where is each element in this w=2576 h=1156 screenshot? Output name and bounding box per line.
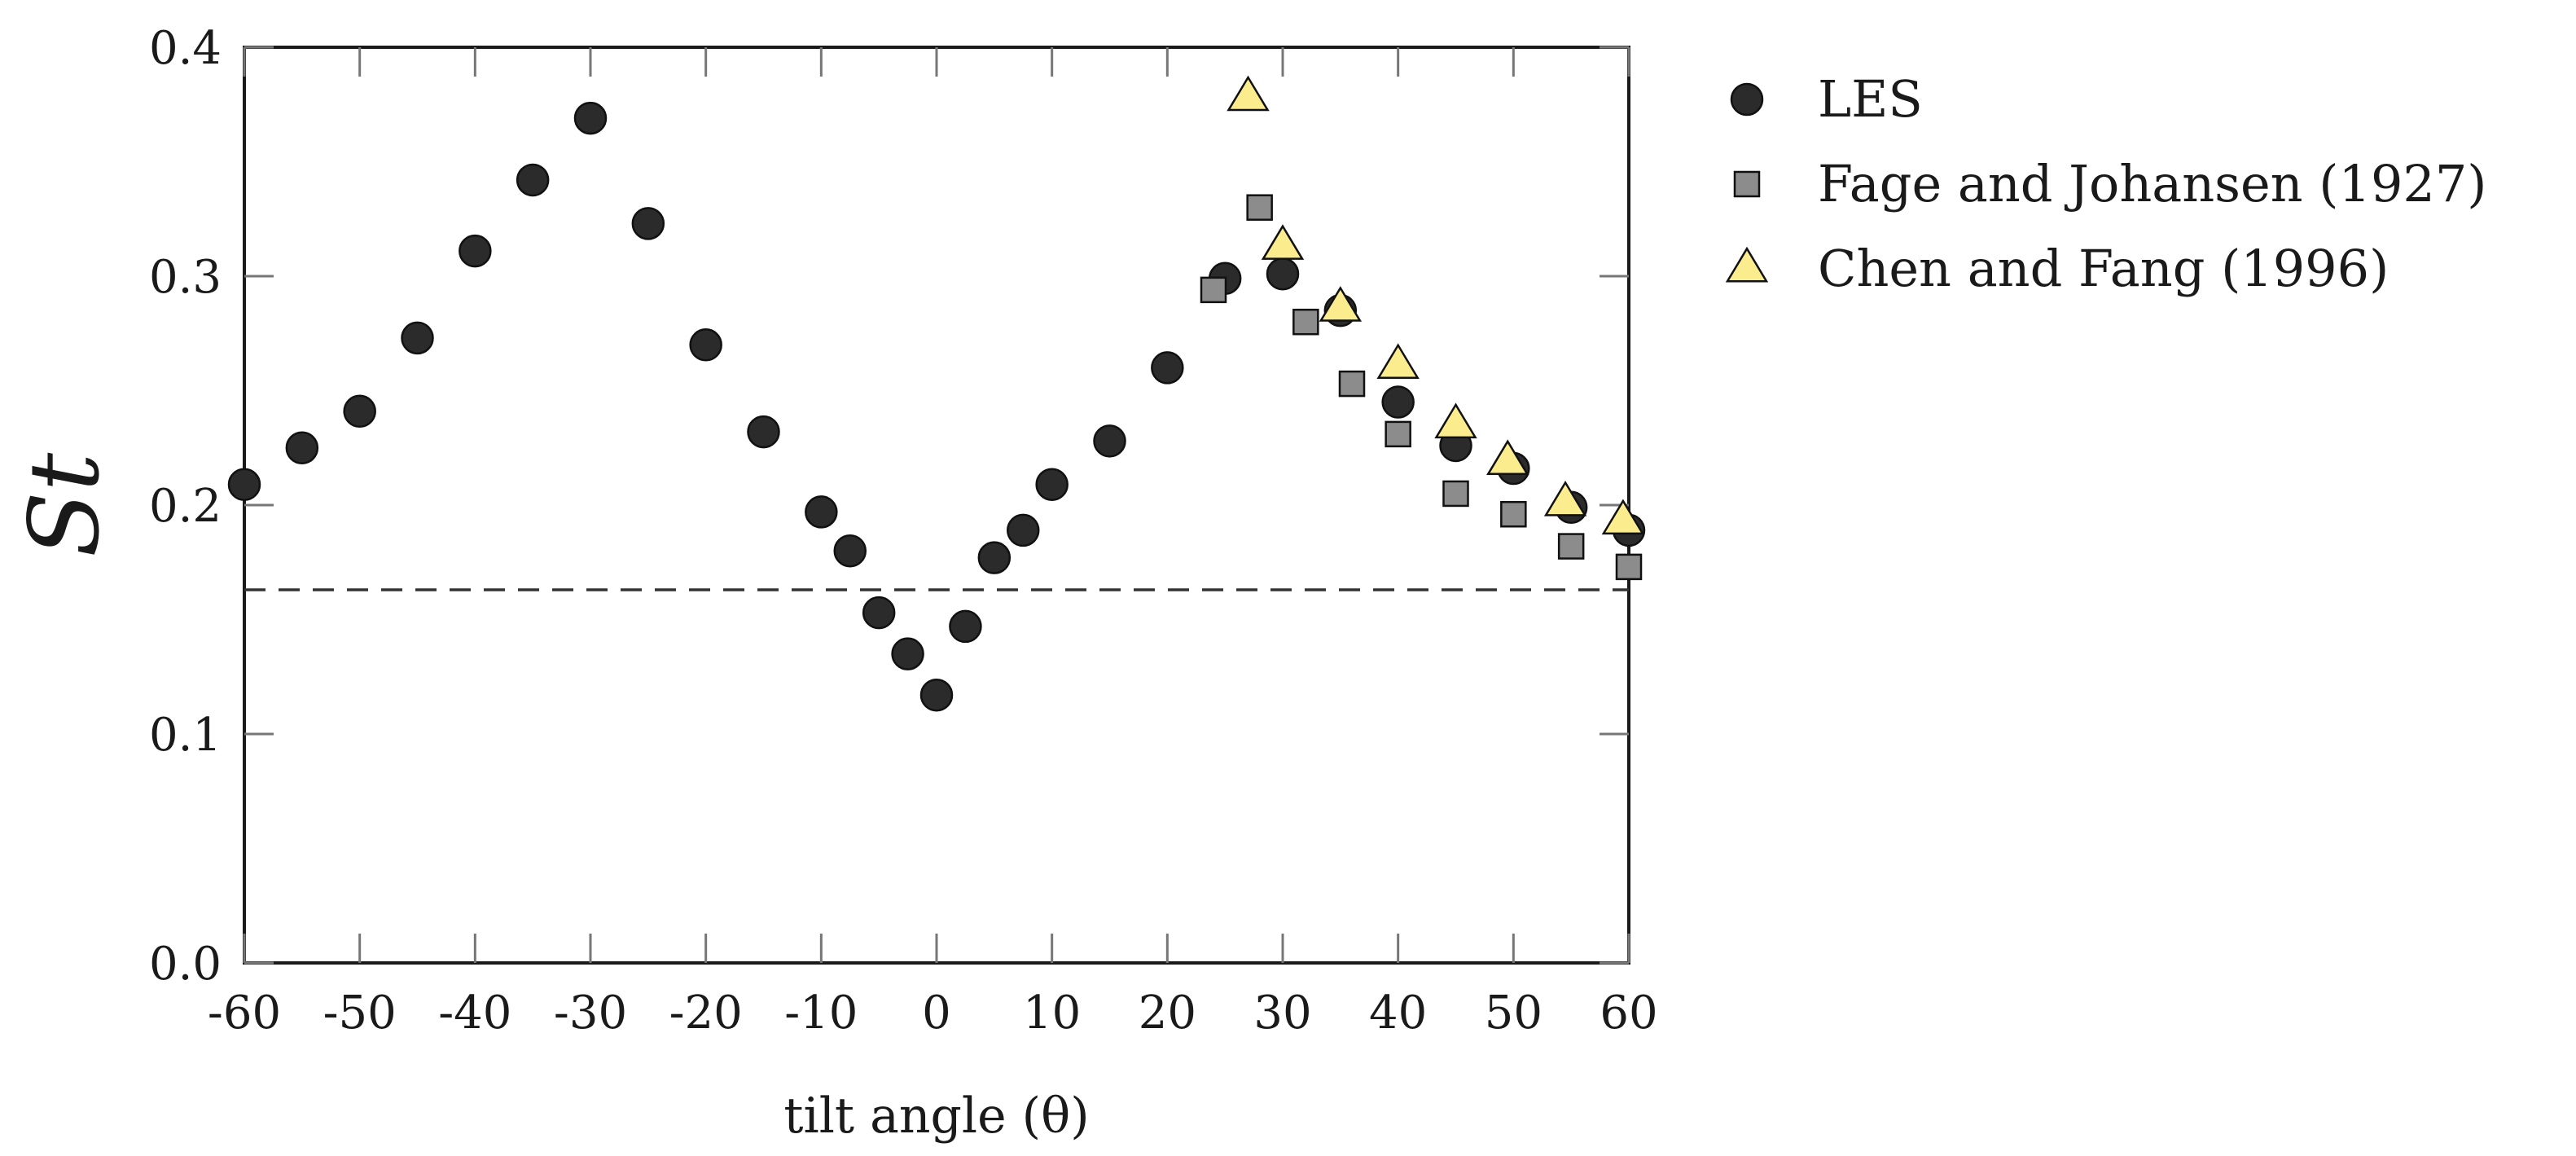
les-point — [573, 101, 608, 135]
x-tick-label: -20 — [669, 987, 743, 1040]
chen-fang-point — [1601, 499, 1645, 535]
legend-item: LES — [1730, 69, 1923, 129]
legend-item: Chen and Fang (1996) — [1725, 239, 2389, 298]
les-point — [805, 495, 838, 529]
les-point — [285, 431, 319, 464]
les-point — [833, 534, 867, 568]
les-point — [1093, 424, 1126, 458]
les-point — [1381, 385, 1415, 419]
fage-johansen-point — [1338, 370, 1366, 398]
les-point — [1035, 468, 1069, 501]
les-point — [343, 394, 376, 429]
x-tick-label: -40 — [438, 987, 511, 1040]
plot-frame-group — [243, 46, 1630, 965]
x-tick-label: 30 — [1253, 987, 1311, 1040]
les-point — [919, 678, 954, 712]
les-point — [862, 596, 896, 630]
series-square — [1200, 194, 1643, 581]
fage-johansen-point — [1246, 194, 1273, 221]
x-tick-label: 60 — [1600, 987, 1657, 1040]
legend-label: Chen and Fang (1996) — [1818, 239, 2389, 298]
chen-fang-point — [1434, 402, 1477, 439]
series-triangle — [1227, 75, 1645, 535]
y-tick-label: 0.4 — [149, 22, 222, 75]
fage-johansen-point — [1442, 480, 1469, 508]
fage-johansen-point — [1292, 308, 1319, 336]
series-circle — [227, 101, 1646, 712]
ticks-layer: -60 -50 -40 -30 -20 -10 0 10 20 30 40 50 60 0.0 0.1 0.2… — [149, 22, 1658, 1040]
y-tick-label: 0.2 — [149, 480, 222, 533]
fage-johansen-point — [1385, 420, 1411, 448]
x-axis-label: tilt angle (θ) — [783, 1088, 1089, 1145]
y-tick-label: 0.1 — [149, 709, 222, 762]
les-point — [747, 415, 780, 449]
les-point — [516, 163, 550, 197]
legend: LES Fage and Johansen (1927) Chen and Fang… — [1725, 69, 2486, 298]
les-point — [1151, 351, 1184, 385]
les-point — [227, 468, 261, 501]
chen-fang-point — [1319, 286, 1363, 322]
y-tick-label: 0.3 — [149, 251, 222, 304]
legend-les-marker — [1730, 82, 1764, 116]
legend-item: Fage and Johansen (1927) — [1733, 154, 2486, 213]
chen-fang-point — [1543, 480, 1587, 516]
legend-chen-marker — [1725, 246, 1769, 283]
fage-johansen-point — [1500, 500, 1527, 528]
fage-johansen-point — [1200, 276, 1227, 304]
les-point — [631, 207, 665, 240]
x-tick-label: 0 — [922, 987, 951, 1040]
x-tick-label: -30 — [554, 987, 627, 1040]
x-tick-label: -50 — [323, 987, 397, 1040]
x-tick-label: 20 — [1139, 987, 1196, 1040]
les-point — [1266, 257, 1300, 291]
chen-fang-point — [1227, 75, 1270, 112]
legend-fage-marker — [1733, 170, 1761, 198]
les-point — [401, 321, 434, 355]
chen-fang-point — [1261, 224, 1305, 260]
fage-johansen-point — [1615, 553, 1643, 581]
legend-label: Fage and Johansen (1927) — [1818, 154, 2486, 213]
y-axis-label: St — [8, 452, 121, 557]
x-tick-label: -60 — [208, 987, 281, 1040]
les-point — [459, 234, 492, 268]
x-tick-label: 40 — [1369, 987, 1427, 1040]
y-tick-label: 0.0 — [149, 938, 222, 991]
fage-johansen-point — [1557, 533, 1585, 560]
x-tick-label: -10 — [784, 987, 858, 1040]
les-point — [977, 541, 1012, 574]
chen-fang-point — [1486, 439, 1529, 476]
les-point — [891, 637, 924, 670]
x-tick-label: 50 — [1485, 987, 1543, 1040]
les-point — [1007, 513, 1040, 547]
les-point — [949, 609, 982, 644]
x-tick-label: 10 — [1023, 987, 1081, 1040]
les-point — [689, 328, 722, 362]
legend-label: LES — [1818, 69, 1923, 129]
plot-frame — [243, 46, 1630, 965]
data-points-layer — [227, 75, 1646, 712]
chen-fang-point — [1376, 343, 1420, 380]
